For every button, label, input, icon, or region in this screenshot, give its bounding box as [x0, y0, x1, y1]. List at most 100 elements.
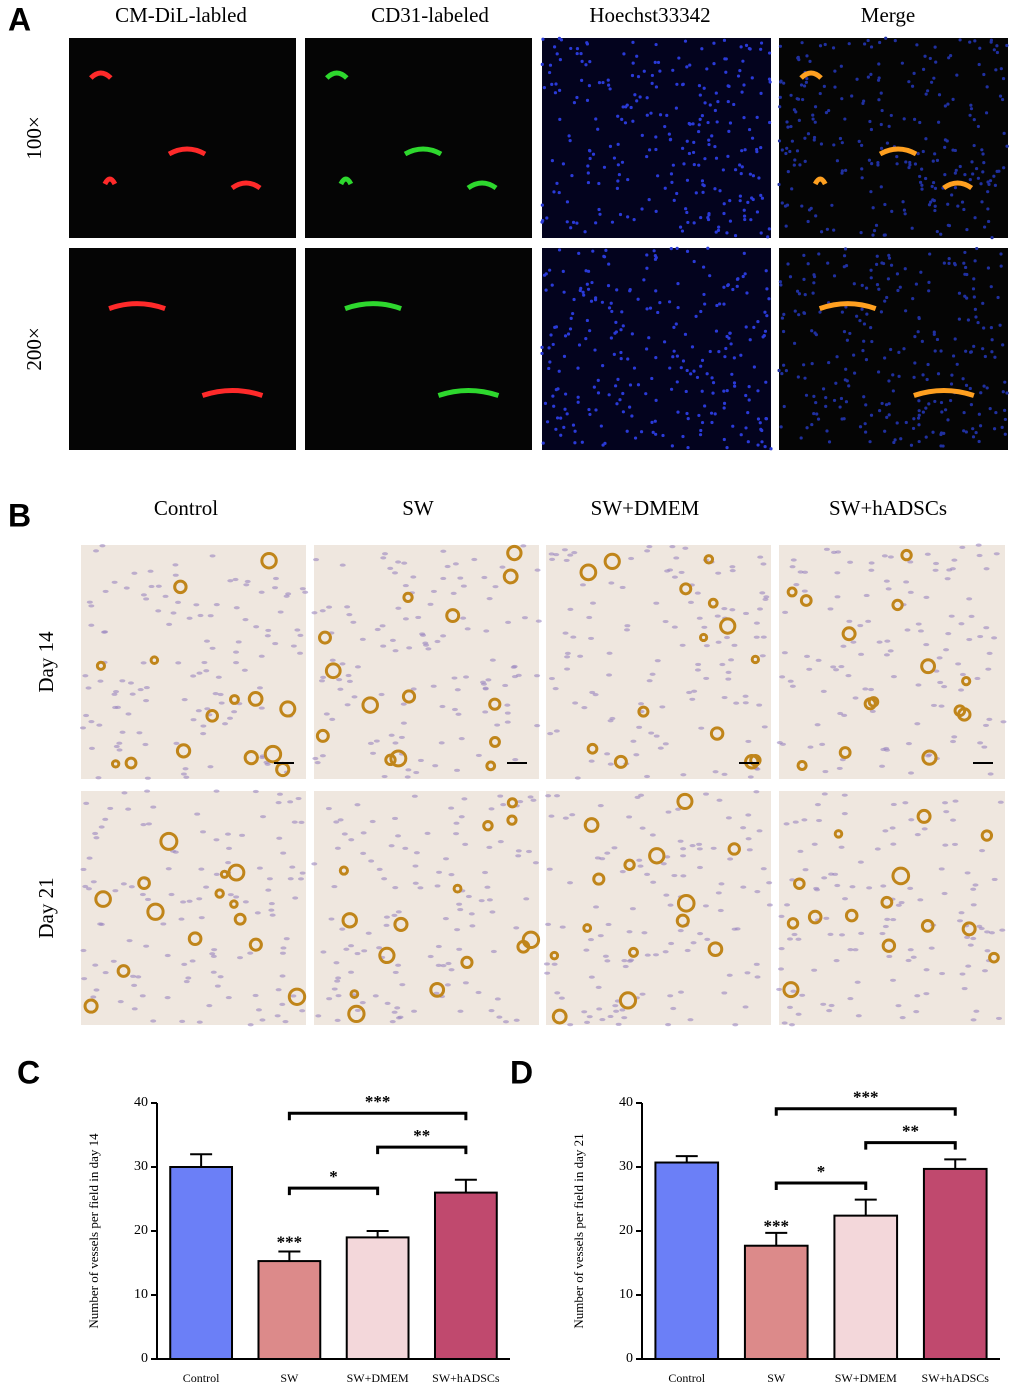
nucleus: [876, 160, 880, 165]
nucleus: [996, 295, 1000, 300]
nucleus: [554, 82, 558, 86]
cell: [830, 550, 837, 554]
cell: [462, 981, 469, 985]
cell: [515, 673, 522, 677]
cell: [95, 776, 102, 780]
cell: [938, 704, 945, 708]
cell: [247, 1023, 254, 1027]
cell: [671, 575, 678, 579]
nucleus: [971, 287, 976, 291]
cell: [404, 775, 411, 779]
nucleus: [616, 114, 620, 118]
nucleus: [739, 353, 743, 357]
cell: [200, 830, 207, 834]
cell: [836, 766, 843, 771]
cell: [344, 703, 351, 707]
nucleus: [671, 355, 675, 359]
bar: [922, 1167, 988, 1361]
nucleus: [904, 309, 908, 313]
cell: [333, 961, 340, 965]
cell: [186, 899, 193, 903]
cell: [999, 928, 1006, 932]
nucleus: [842, 417, 846, 421]
cell: [213, 602, 220, 607]
nucleus: [767, 77, 772, 81]
nucleus: [735, 277, 740, 281]
nucleus: [818, 91, 822, 96]
cell: [454, 688, 461, 692]
vessel: [750, 654, 760, 665]
cell: [628, 958, 635, 962]
nucleus: [571, 311, 575, 316]
nucleus: [988, 179, 993, 183]
cell: [455, 712, 462, 716]
vessel: [149, 655, 160, 665]
cell: [821, 792, 828, 796]
nucleus: [599, 424, 603, 428]
cell: [701, 625, 708, 629]
cell: [297, 651, 304, 655]
nucleus: [793, 309, 797, 313]
nucleus: [962, 429, 966, 433]
nucleus: [955, 362, 959, 366]
cell: [644, 872, 651, 876]
cell: [567, 1023, 574, 1027]
nucleus: [722, 401, 727, 405]
cell: [983, 626, 990, 630]
panel-letter: C: [17, 1054, 40, 1090]
cell: [111, 692, 118, 696]
nucleus: [840, 141, 844, 145]
micrograph: [777, 246, 1009, 450]
cell: [613, 1009, 620, 1013]
cell: [387, 566, 394, 570]
nucleus: [842, 330, 847, 334]
nucleus: [547, 366, 551, 371]
nucleus: [788, 275, 793, 279]
cell: [791, 932, 798, 937]
nucleus: [920, 339, 924, 343]
cell: [898, 900, 905, 905]
nucleus: [935, 158, 940, 162]
cell: [745, 739, 752, 744]
cell: [182, 767, 189, 771]
nucleus: [597, 81, 602, 85]
nucleus: [604, 248, 608, 252]
y-tick-label: 0: [626, 1351, 633, 1366]
cell: [339, 662, 346, 666]
nucleus: [669, 247, 673, 251]
nucleus: [718, 302, 722, 306]
nucleus: [639, 430, 644, 434]
nucleus: [707, 138, 711, 142]
nucleus: [887, 124, 891, 128]
nucleus: [755, 150, 759, 154]
cell: [889, 826, 896, 830]
cell: [360, 831, 367, 835]
nucleus: [618, 398, 622, 402]
nucleus: [867, 158, 872, 162]
cell: [801, 589, 808, 593]
cell: [297, 877, 304, 881]
cell: [135, 975, 142, 979]
nucleus: [976, 176, 981, 180]
cell: [821, 876, 828, 880]
cell: [926, 753, 933, 757]
nucleus: [979, 182, 983, 186]
nucleus: [620, 160, 625, 164]
nucleus: [568, 139, 572, 143]
cell: [299, 871, 306, 875]
cell: [233, 606, 240, 610]
nucleus: [640, 207, 644, 211]
nucleus: [883, 429, 887, 433]
nucleus: [869, 326, 873, 330]
cell: [203, 639, 210, 643]
cell: [704, 937, 711, 941]
cell: [469, 924, 476, 928]
nucleus: [563, 407, 567, 411]
nucleus: [870, 339, 874, 344]
cell: [588, 975, 595, 979]
nucleus: [883, 299, 887, 303]
nucleus: [609, 301, 613, 305]
vessel-signal: [89, 70, 113, 80]
cell: [820, 1002, 827, 1006]
nucleus: [725, 231, 729, 235]
